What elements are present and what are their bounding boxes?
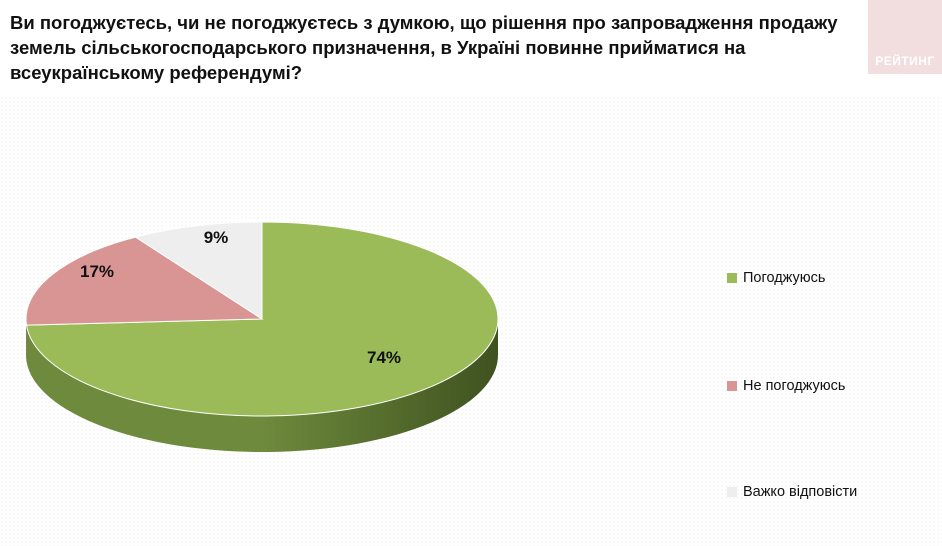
pie-slice-2 xyxy=(25,236,264,326)
data-label-1: 74% xyxy=(367,348,401,367)
pie-top xyxy=(25,221,499,417)
pie-slice-3 xyxy=(134,221,263,320)
data-label-3: 9% xyxy=(204,228,229,247)
legend-item-3: Важко відповісти xyxy=(727,484,857,500)
rating-logo: РЕЙТИНГ xyxy=(868,0,942,74)
pie-sides xyxy=(26,319,498,452)
legend-label: Важко відповісти xyxy=(743,484,858,500)
legend-label: Не погоджуюсь xyxy=(743,378,846,394)
legend-item-1: Погоджуюсь xyxy=(727,270,825,286)
logo-text: РЕЙТИНГ xyxy=(875,54,935,68)
legend-swatch xyxy=(727,487,737,497)
chart-title: Ви погоджуєтесь, чи не погоджуєтесь з ду… xyxy=(10,12,838,83)
pie-side-1 xyxy=(26,319,498,452)
legend-label: Погоджуюсь xyxy=(743,270,826,286)
legend-swatch xyxy=(727,381,737,391)
legend-item-2: Не погоджуюсь xyxy=(727,378,845,394)
data-label-2: 17% xyxy=(80,262,114,281)
legend-swatch xyxy=(727,273,737,283)
